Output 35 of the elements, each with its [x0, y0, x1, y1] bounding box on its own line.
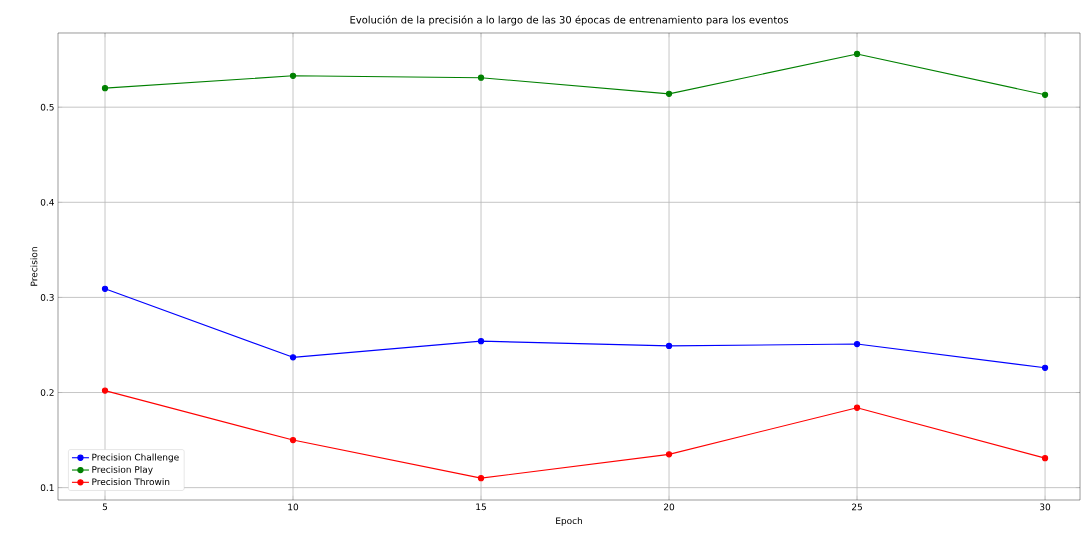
point [665, 451, 673, 458]
point [665, 342, 673, 350]
point [853, 404, 861, 411]
x-tick-label: 10 [288, 503, 299, 511]
y-tick-label: 0.4 [40, 198, 54, 206]
point [1041, 364, 1049, 371]
x-tick-label: 15 [476, 503, 486, 511]
point [853, 50, 861, 58]
point [477, 74, 485, 81]
point [289, 436, 297, 444]
y-tick-label: 0.2 [40, 389, 54, 396]
point [665, 90, 673, 98]
chart-title: Evolución de la precisión a lo largo de las 30 épocas de entrenamiento para los eventos [350, 15, 789, 26]
x-tick-label: 20 [663, 503, 675, 511]
legend-label: Precision Challenge [92, 453, 179, 463]
point [477, 474, 485, 482]
point [477, 338, 485, 345]
point [289, 354, 297, 361]
y-tick-label: 0.1 [40, 484, 54, 492]
y-axis-title: Precision [30, 247, 38, 286]
y-tick-label: 0.3 [40, 294, 54, 301]
point [1041, 455, 1049, 462]
x-tick-label: 5 [102, 503, 108, 511]
legend-label: Precision Throwin [92, 478, 170, 486]
x-tick-label: 25 [852, 503, 862, 511]
y-tick-label: 0.5 [40, 103, 54, 111]
x-tick-label: 30 [1040, 503, 1051, 511]
x-axis-title: Epoch [556, 517, 582, 526]
point [1041, 91, 1049, 98]
point [101, 387, 109, 394]
point [101, 85, 109, 92]
point [101, 285, 109, 292]
legend-label: Precision Play [92, 465, 153, 475]
point [289, 72, 297, 79]
point [853, 340, 861, 348]
